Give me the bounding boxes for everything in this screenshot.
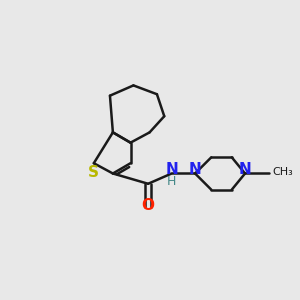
Text: N: N bbox=[165, 162, 178, 177]
Text: CH₃: CH₃ bbox=[272, 167, 293, 177]
Text: H: H bbox=[167, 175, 176, 188]
Text: S: S bbox=[88, 164, 99, 179]
Text: N: N bbox=[189, 162, 202, 177]
Text: O: O bbox=[142, 198, 154, 213]
Text: N: N bbox=[238, 162, 251, 177]
